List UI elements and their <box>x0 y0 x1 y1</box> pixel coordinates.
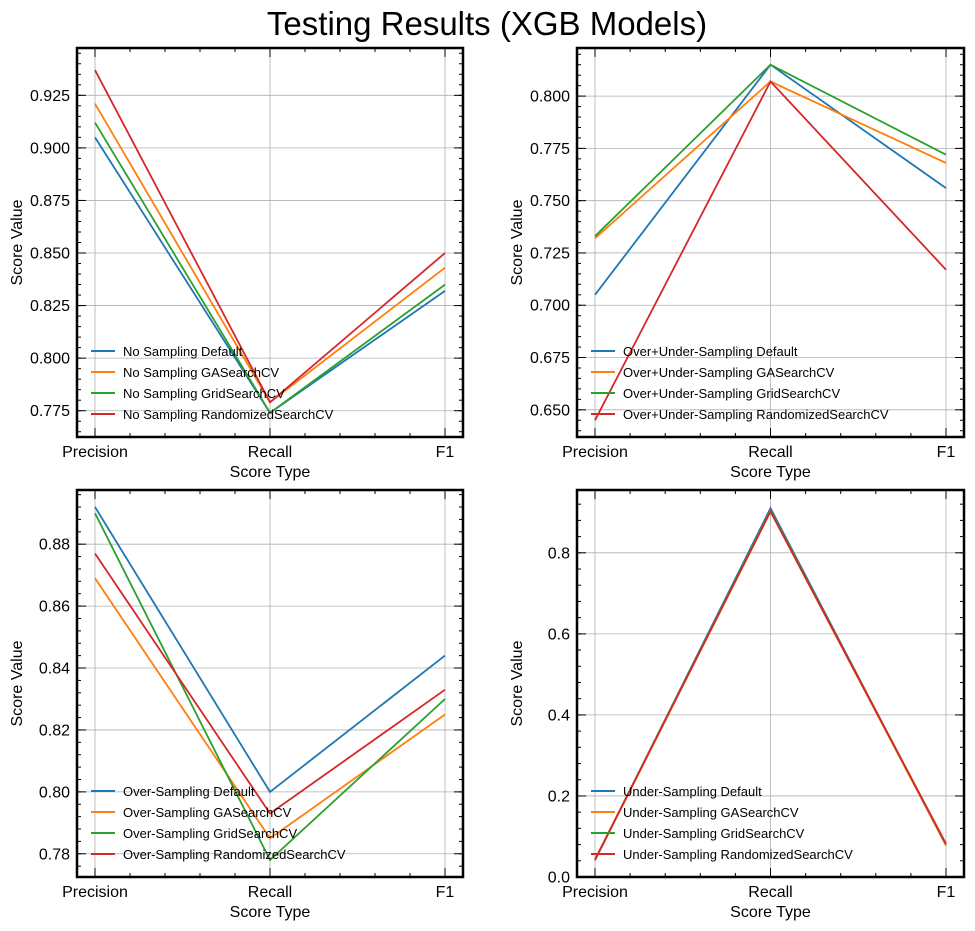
legend-label: Under-Sampling RandomizedSearchCV <box>623 847 853 862</box>
y-tick-label: 0.925 <box>30 88 70 105</box>
legend-label: Over+Under-Sampling GridSearchCV <box>623 386 840 401</box>
legend: Under-Sampling Default Under-Sampling GAS… <box>591 784 853 862</box>
x-tick-label: Recall <box>248 444 292 461</box>
series-line-2 <box>94 577 446 840</box>
series-line-3 <box>94 512 446 862</box>
y-tick-label: 0.82 <box>39 722 70 739</box>
y-tick-label: 0.875 <box>30 193 70 210</box>
y-tick-label: 0.78 <box>39 846 70 863</box>
series-line-4 <box>94 552 446 815</box>
series-line-4 <box>594 79 947 421</box>
subplot-2: 0.650 0.675 0.700 0.725 0.750 0.775 0.800 Preci… <box>509 46 966 481</box>
y-axis-label: Score Value <box>9 640 26 726</box>
y-tick-label: 0.800 <box>530 89 570 106</box>
legend-label: Under-Sampling Default <box>623 784 762 799</box>
y-tick-label: 0.775 <box>30 403 70 420</box>
y-tick-label: 0.850 <box>30 246 70 263</box>
legend-label: Over-Sampling RandomizedSearchCV <box>123 847 346 862</box>
y-tick-label: 0.750 <box>530 193 570 210</box>
legend-label: No Sampling GASearchCV <box>123 365 279 380</box>
legend-label: Over+Under-Sampling RandomizedSearchCV <box>623 407 889 422</box>
y-tick-label: 0.8 <box>548 545 570 562</box>
series-line-4 <box>594 509 947 861</box>
y-tick-label: 0.775 <box>530 141 570 158</box>
series-line-3 <box>94 122 446 415</box>
x-tick-label: Precision <box>562 444 628 461</box>
x-tick-label: F1 <box>937 884 956 901</box>
y-tick-label: 0.86 <box>39 599 70 616</box>
legend-label: Over+Under-Sampling GASearchCV <box>623 365 835 380</box>
plot-frame <box>575 46 966 439</box>
y-tick-label: 0.675 <box>530 350 570 367</box>
x-tick-label: Recall <box>748 884 792 901</box>
legend: Over+Under-Sampling Default Over+Under-Sa… <box>591 344 889 422</box>
legend-label: Over-Sampling GASearchCV <box>123 805 292 820</box>
figure-title: Testing Results (XGB Models) <box>267 5 707 42</box>
y-tick-label: 0.725 <box>530 245 570 262</box>
y-axis-label: Score Value <box>509 640 526 726</box>
y-tick-label: 0.84 <box>39 661 70 678</box>
subplots: 0.775 0.800 0.825 0.850 0.875 0.900 0.925 Preci… <box>9 46 966 921</box>
y-tick-label: 0.900 <box>30 140 70 157</box>
legend-label: Under-Sampling GASearchCV <box>623 805 799 820</box>
subplot-4: 0.0 0.2 0.4 0.6 0.8 Precision Recall F1 Score Ty… <box>509 488 966 921</box>
subplot-1: 0.775 0.800 0.825 0.850 0.875 0.900 0.925 Preci… <box>9 46 465 481</box>
y-tick-label: 0.6 <box>548 626 570 643</box>
x-tick-label: F1 <box>436 884 455 901</box>
plot-frame <box>75 46 465 439</box>
x-axis-label: Score Type <box>230 464 311 481</box>
y-tick-label: 0.80 <box>39 784 70 801</box>
y-tick-label: 0.88 <box>39 537 70 554</box>
axis-ticks <box>77 490 463 877</box>
y-tick-label: 0.700 <box>530 298 570 315</box>
y-tick-label: 0.825 <box>30 298 70 315</box>
y-tick-label: 0.650 <box>530 402 570 419</box>
legend-label: No Sampling GridSearchCV <box>123 386 285 401</box>
x-axis-label: Score Type <box>730 464 811 481</box>
y-tick-label: 0.4 <box>548 707 570 724</box>
legend-label: Over-Sampling Default <box>123 784 255 799</box>
legend-label: Under-Sampling GridSearchCV <box>623 826 805 841</box>
x-tick-label: F1 <box>937 444 956 461</box>
series-line-4 <box>94 69 446 404</box>
legend: No Sampling Default No Sampling GASearchC… <box>91 344 334 422</box>
x-tick-label: Precision <box>562 884 628 901</box>
x-tick-label: Recall <box>248 884 292 901</box>
plot-frame <box>75 488 465 879</box>
x-tick-label: F1 <box>436 444 455 461</box>
series-line-1 <box>94 506 446 794</box>
y-tick-label: 0.0 <box>548 870 570 887</box>
y-tick-label: 0.2 <box>548 788 570 805</box>
series-line-3 <box>594 63 947 237</box>
x-tick-label: Recall <box>748 444 792 461</box>
subplot-3: 0.78 0.80 0.82 0.84 0.86 0.88 Precision Recall F… <box>9 488 465 921</box>
legend-label: No Sampling RandomizedSearchCV <box>123 407 334 422</box>
legend-label: Over+Under-Sampling Default <box>623 344 798 359</box>
y-axis-label: Score Value <box>9 199 26 285</box>
x-tick-label: Precision <box>62 444 128 461</box>
legend: Over-Sampling Default Over-Sampling GASea… <box>91 784 346 862</box>
legend-label: No Sampling Default <box>123 344 243 359</box>
x-axis-label: Score Type <box>230 904 311 921</box>
x-tick-label: Precision <box>62 884 128 901</box>
plot-frame <box>575 488 966 879</box>
y-tick-label: 0.800 <box>30 351 70 368</box>
y-axis-label: Score Value <box>509 199 526 285</box>
x-axis-label: Score Type <box>730 904 811 921</box>
legend-label: Over-Sampling GridSearchCV <box>123 826 297 841</box>
